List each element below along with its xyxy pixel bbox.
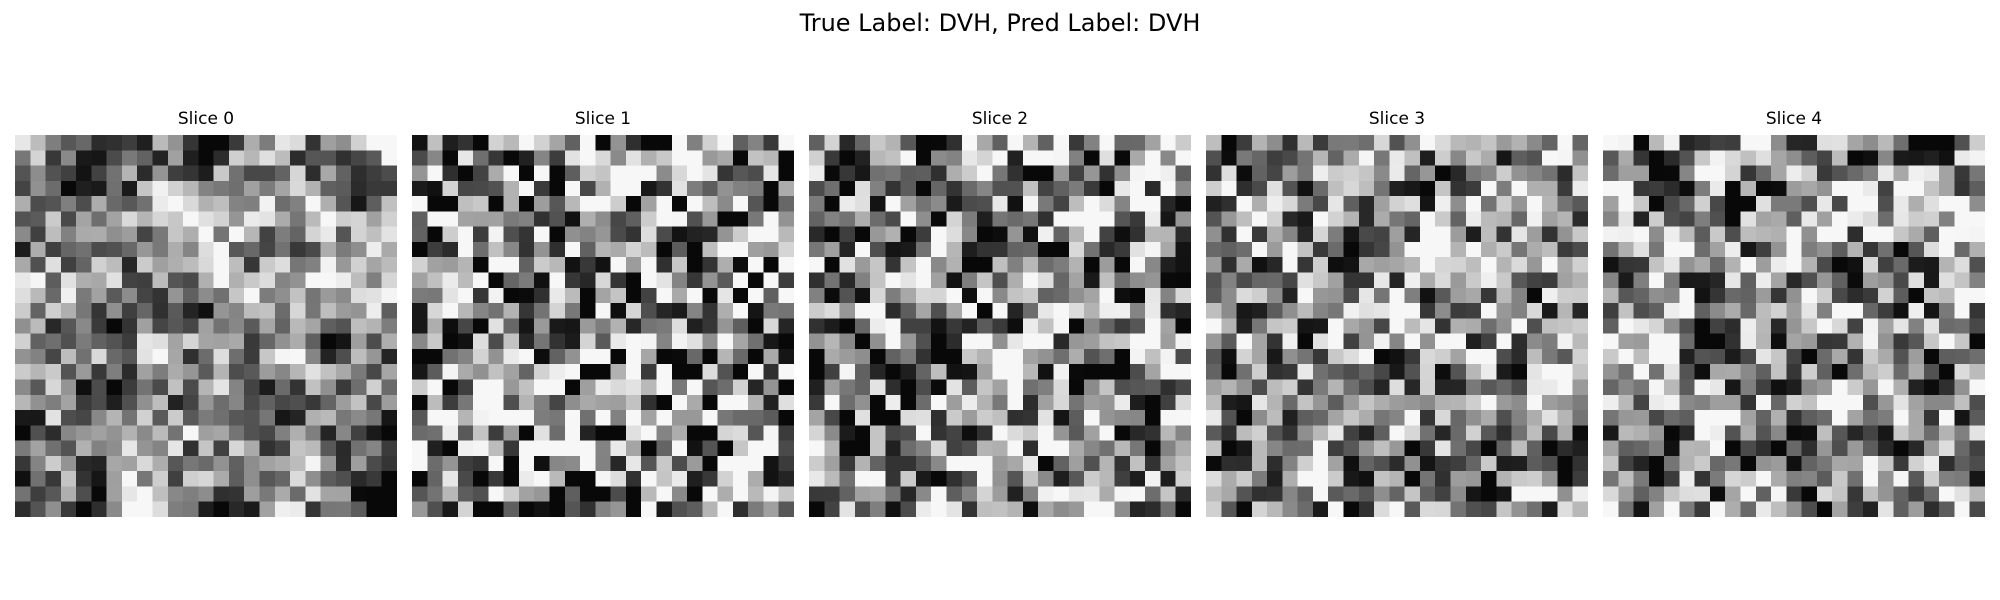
slice-image <box>412 135 794 517</box>
slice-image <box>1603 135 1985 517</box>
slice-panel-4: Slice 4 <box>1603 108 1985 517</box>
slice-panel-2: Slice 2 <box>809 108 1191 517</box>
slice-title: Slice 2 <box>971 109 1029 129</box>
slice-image <box>809 135 1191 517</box>
slice-title: Slice 1 <box>574 109 632 129</box>
slice-image <box>1206 135 1588 517</box>
slice-image <box>15 135 397 517</box>
slice-panel-3: Slice 3 <box>1206 108 1588 517</box>
slice-title: Slice 0 <box>177 109 235 129</box>
slice-panel-1: Slice 1 <box>412 108 794 517</box>
figure-suptitle: True Label: DVH, Pred Label: DVH <box>799 9 1201 37</box>
slice-title: Slice 3 <box>1368 109 1426 129</box>
slice-panel-0: Slice 0 <box>15 108 397 517</box>
slice-title: Slice 4 <box>1765 109 1823 129</box>
